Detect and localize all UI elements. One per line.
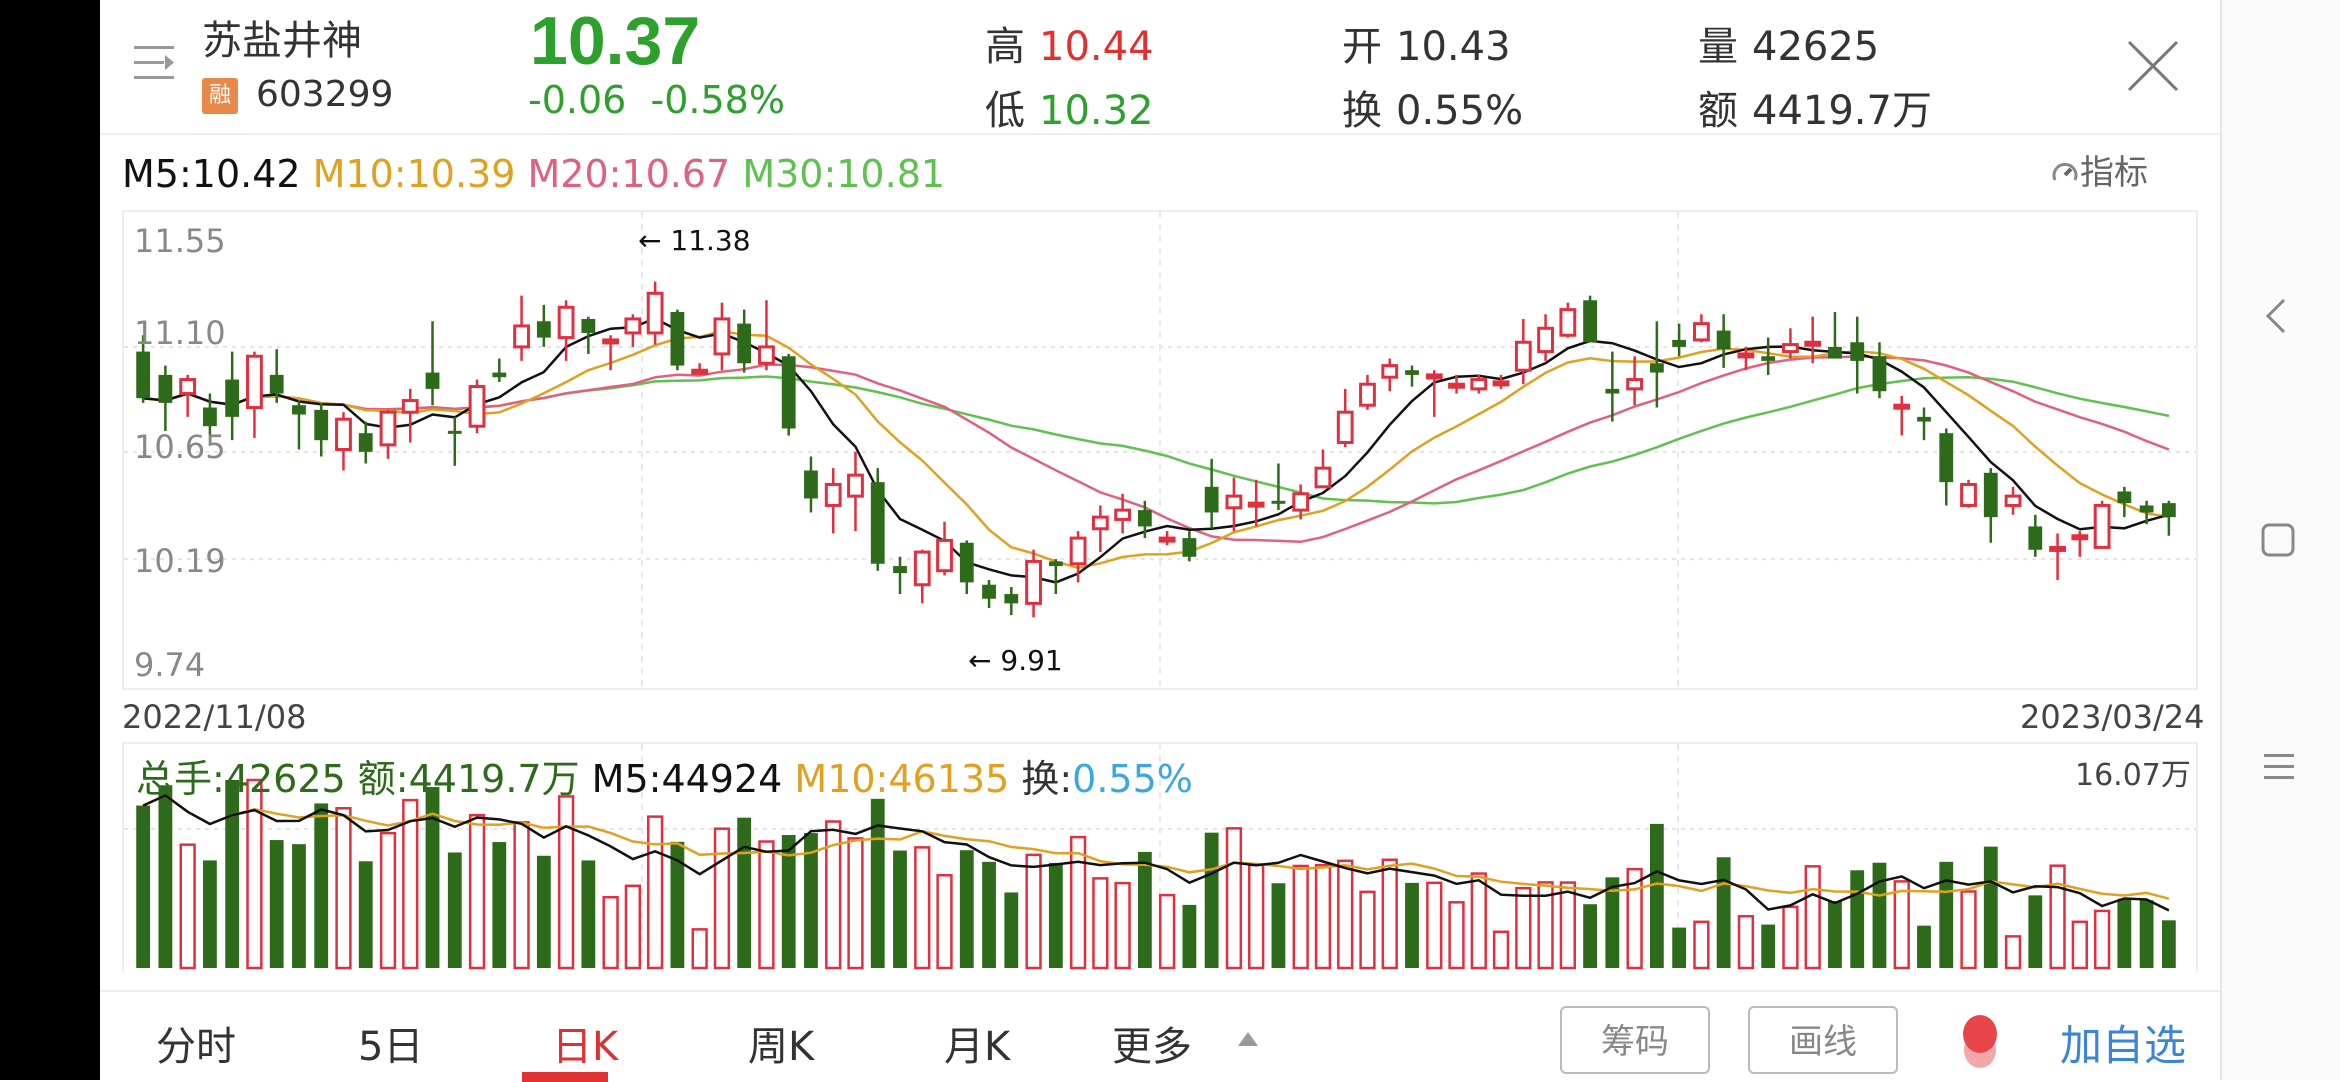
home-icon[interactable] [2260, 522, 2296, 558]
volume-stat: 量 42625 [1698, 24, 1880, 70]
volume-value: 42625 [1752, 24, 1880, 70]
total-volume: 42625 [224, 757, 346, 801]
open-stat: 开 10.43 [1342, 24, 1511, 70]
low-annotation: ← 9.91 [968, 644, 1063, 677]
back-icon[interactable] [2260, 296, 2290, 336]
tab-daily-k[interactable]: 日K [552, 1024, 619, 1070]
stock-name: 苏盐井神 [202, 18, 362, 64]
amount-stat: 额 4419.7万 [1698, 88, 1932, 134]
ma5-value: M5:10.42 [122, 152, 301, 196]
high-annotation: ← 11.38 [638, 224, 751, 257]
stock-code: 603299 [256, 74, 394, 115]
total-amount: 4419.7万 [408, 757, 580, 801]
volume-max-label: 16.07万 [2075, 758, 2191, 793]
draw-line-button[interactable]: 画线 [1748, 1006, 1898, 1074]
low-stat: 低 10.32 [985, 88, 1154, 134]
change-value: -0.06 [528, 78, 627, 122]
left-black-edge [0, 0, 100, 1080]
vol-ma10: M10:46135 [794, 757, 1010, 801]
y-axis-label: 10.19 [134, 542, 226, 580]
gauge-icon [2052, 162, 2078, 181]
amount-value: 4419.7万 [1752, 88, 1932, 134]
volume-chart[interactable] [122, 742, 2198, 972]
record-dot-icon[interactable] [1950, 1006, 2010, 1074]
kline-chart[interactable] [122, 210, 2198, 690]
low-value: 10.32 [1039, 88, 1154, 134]
tab-intraday[interactable]: 分时 [156, 1024, 236, 1070]
tab-weekly-k[interactable]: 周K [748, 1024, 815, 1070]
tab-more[interactable]: 更多 [1112, 1024, 1192, 1070]
system-nav-bar [2220, 0, 2340, 1080]
caret-up-icon[interactable] [1236, 1030, 1260, 1048]
open-value: 10.43 [1396, 24, 1511, 70]
last-price: 10.37 [530, 3, 701, 79]
ma20-value: M20:10.67 [527, 152, 731, 196]
y-axis-label: 11.10 [134, 314, 226, 352]
turnover-value: 0.55% [1396, 88, 1524, 134]
candlestick-plot[interactable] [124, 212, 2196, 688]
vol-ma5: M5:44924 [591, 757, 783, 801]
ma30-value: M30:10.81 [742, 152, 946, 196]
active-tab-indicator [522, 1072, 608, 1082]
ma-legend: M5:10.42 M10:10.39 M20:10.67 M30:10.81 [122, 152, 945, 196]
vol-turnover: 0.55% [1072, 757, 1193, 801]
y-axis-label: 11.55 [134, 222, 226, 260]
turnover-stat: 换 0.55% [1342, 88, 1524, 134]
volume-legend: 总手:42625 额:4419.7万 M5:44924 M10:46135 换:… [136, 757, 1193, 801]
end-date: 2023/03/24 [2020, 698, 2205, 736]
indicator-button[interactable]: 指标 [2050, 145, 2148, 194]
change-percent: -0.58% [650, 78, 785, 122]
menu-expand-icon[interactable] [132, 42, 180, 82]
tab-5day[interactable]: 5日 [358, 1024, 424, 1070]
close-icon[interactable] [2125, 38, 2181, 94]
y-axis-label: 9.74 [134, 646, 206, 684]
indicator-label: 指标 [2080, 153, 2148, 193]
add-to-watchlist-button[interactable]: 加自选 [2060, 1021, 2187, 1070]
period-tab-bar: 分时 5日 日K 周K 月K 更多 筹码 画线 加自选 [100, 990, 2220, 1082]
recents-icon[interactable] [2262, 752, 2296, 782]
price-change: -0.06 -0.58% [528, 78, 785, 122]
y-axis-label: 10.65 [134, 428, 226, 466]
kline-panel: 苏盐井神 融 603299 10.37 -0.06 -0.58% 高 10.44 … [100, 0, 2220, 1082]
start-date: 2022/11/08 [122, 698, 307, 736]
margin-badge: 融 [202, 78, 238, 114]
ma10-value: M10:10.39 [312, 152, 516, 196]
quote-header: 苏盐井神 融 603299 10.37 -0.06 -0.58% 高 10.44 … [100, 0, 2220, 135]
chips-button[interactable]: 筹码 [1560, 1006, 1710, 1074]
volume-plot[interactable] [124, 744, 2196, 972]
high-stat: 高 10.44 [985, 24, 1154, 70]
high-value: 10.44 [1039, 24, 1154, 70]
tab-monthly-k[interactable]: 月K [944, 1024, 1011, 1070]
